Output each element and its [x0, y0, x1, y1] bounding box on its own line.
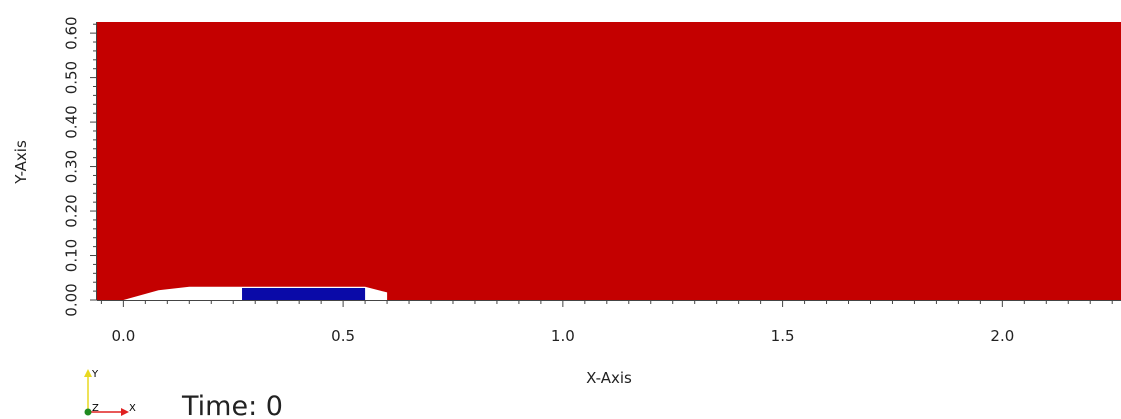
triad-origin — [84, 408, 92, 416]
x-axis: 0.0 0.5 1.0 1.5 2.0 — [97, 300, 1121, 345]
x-tick-label: 1.5 — [771, 327, 795, 345]
y-tick-label: 0.40 — [63, 105, 81, 138]
plot-area — [97, 22, 1121, 300]
x-tick-label: 2.0 — [990, 327, 1014, 345]
x-axis-title: X-Axis — [586, 369, 632, 387]
y-axis: 0.00 0.10 0.20 0.30 0.40 0.50 0.60 — [63, 16, 97, 317]
y-tick-label: 0.20 — [63, 194, 81, 227]
y-tick-label: 0.10 — [63, 239, 81, 272]
triad-x-arrowhead — [121, 408, 129, 416]
y-tick-label: 0.00 — [63, 283, 81, 316]
time-annotation: Time: 0 — [181, 391, 283, 419]
orientation-triad-icon: Y X Z — [84, 369, 136, 416]
x-tick-label: 0.0 — [111, 327, 135, 345]
x-tick-label: 0.5 — [331, 327, 355, 345]
triad-y-arrowhead — [84, 369, 92, 377]
inner-region — [242, 287, 366, 300]
triad-x-label: X — [129, 403, 136, 414]
flow-domain — [97, 22, 1121, 300]
triad-z-label: Z — [92, 403, 99, 414]
y-tick-label: 0.50 — [63, 61, 81, 94]
x-tick-label: 1.0 — [551, 327, 575, 345]
y-axis-title: Y-Axis — [12, 140, 30, 185]
triad-y-label: Y — [91, 369, 99, 380]
y-tick-label: 0.60 — [63, 16, 81, 49]
y-tick-label: 0.30 — [63, 150, 81, 183]
